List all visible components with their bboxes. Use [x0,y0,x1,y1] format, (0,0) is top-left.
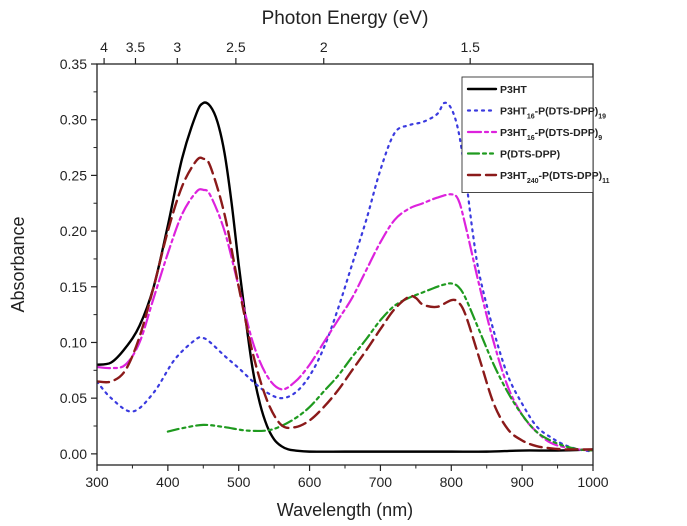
series-line-1 [97,101,593,453]
top-axis-title: Photon Energy (eV) [262,8,429,29]
x-tick-label: 700 [369,474,393,490]
x-tick-label: 300 [85,474,109,490]
legend-subscript: 9 [598,135,602,142]
x-tick-label: 900 [510,474,534,490]
y-tick-label: 0.15 [60,279,87,295]
top-tick-label: 4 [100,39,108,55]
y-tick-label: 0.35 [60,56,87,72]
y-tick-label: 0.10 [60,334,87,350]
top-tick-label: 1.5 [460,39,480,55]
legend-label-1: P3HT [500,84,527,96]
y-tick-label: 0.20 [60,223,87,239]
legend-subscript: 11 [602,178,610,185]
x-tick-label: 1000 [577,474,608,490]
top-tick-label: 2 [320,39,328,55]
series-line-4 [166,282,593,452]
x-axis-title: Wavelength (nm) [277,500,413,520]
x-tick-label: 500 [227,474,251,490]
top-tick-label: 3.5 [126,39,146,55]
ticks-layer: 300 400 500 600 700 800 900 1000 0.00 0.05 0.10 0.1… [60,39,609,490]
x-tick-label: 800 [440,474,464,490]
legend-box [461,76,594,193]
legend-text: -P(DTS-DPP) [535,127,599,139]
y-tick-label: 0.05 [60,390,87,406]
legend: P3HTP3HT16-P(DTS-DPP)19P3HT16-P(DTS-DPP)… [461,76,610,193]
legend-subscript: 16 [527,113,535,120]
legend-text: P3HT [500,170,527,182]
legend-text: P3HT [500,84,527,96]
series-line-2 [97,101,593,453]
top-tick-label: 3 [173,39,181,55]
series-line-5 [97,156,593,451]
legend-label-2: P3HT16-P(DTS-DPP)19 [500,106,606,121]
y-tick-label: 0.00 [60,446,87,462]
legend-text: P3HT [500,106,527,118]
legend-subscript: 240 [527,178,539,185]
x-tick-label: 600 [298,474,322,490]
series-line-3 [97,188,593,452]
legend-text: P(DTS-DPP) [500,149,560,161]
legend-label-4: P(DTS-DPP) [500,149,560,161]
legend-subscript: 16 [527,135,535,142]
y-tick-label: 0.25 [60,167,87,183]
x-tick-label: 400 [156,474,180,490]
legend-text: -P(DTS-DPP) [535,106,599,118]
legend-text: -P(DTS-DPP) [539,170,603,182]
y-axis-title: Absorbance [8,216,28,312]
legend-label-3: P3HT16-P(DTS-DPP)9 [500,127,602,142]
y-tick-label: 0.30 [60,112,87,128]
legend-subscript: 19 [598,113,606,120]
series-layer [97,101,593,453]
legend-text: P3HT [500,127,527,139]
top-tick-label: 2.5 [226,39,246,55]
legend-label-5: P3HT240-P(DTS-DPP)11 [500,170,610,185]
